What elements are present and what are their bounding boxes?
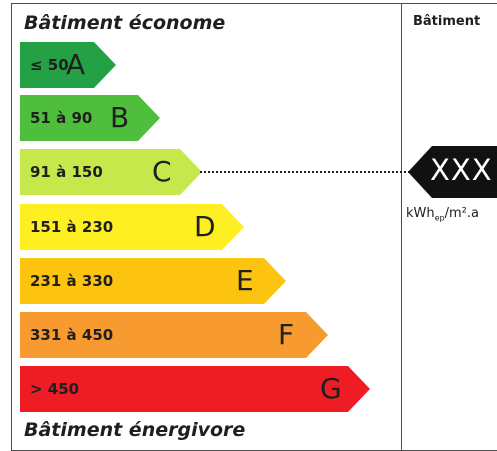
class-range: ≤ 50 [30, 56, 69, 74]
column-divider [401, 3, 402, 451]
class-letter: A [66, 48, 86, 81]
right-heading: Bâtiment [413, 14, 481, 29]
class-letter: F [278, 318, 295, 351]
class-letter: B [110, 101, 130, 134]
class-bar-shape [20, 366, 370, 412]
class-range: 331 à 450 [30, 326, 114, 344]
class-range: 51 à 90 [30, 109, 93, 127]
indicator-unit: kWhep/m².a [406, 206, 479, 223]
class-range: 91 à 150 [30, 163, 103, 181]
indicator-marker [408, 146, 497, 198]
indicator-dotted-line [200, 171, 410, 173]
class-bar-e: 231 à 330 E [20, 258, 286, 304]
class-bar-shape [20, 95, 160, 141]
class-letter: D [194, 210, 216, 243]
class-range: 151 à 230 [30, 218, 114, 236]
class-bar-a: ≤ 50 A [20, 42, 116, 88]
class-bar-c: 91 à 150 C [20, 149, 202, 195]
class-letter: E [236, 264, 254, 297]
class-bar-shape [20, 204, 244, 250]
class-range: 231 à 330 [30, 272, 114, 290]
class-letter: G [320, 372, 342, 405]
class-range: > 450 [30, 380, 80, 398]
class-bar-shape [20, 312, 328, 358]
unit-prefix: kWh [406, 206, 435, 221]
class-letter: C [152, 155, 172, 188]
unit-sub: ep [434, 213, 445, 223]
class-bar-d: 151 à 230 D [20, 204, 244, 250]
bottom-heading: Bâtiment énergivore [24, 419, 246, 441]
top-heading: Bâtiment économe [24, 12, 226, 34]
class-bar-shape [20, 258, 286, 304]
indicator-value: XXX [430, 153, 493, 187]
class-bar-f: 331 à 450 F [20, 312, 328, 358]
class-bar-shape [20, 149, 202, 195]
class-bar-b: 51 à 90 B [20, 95, 160, 141]
class-bar-g: > 450 G [20, 366, 370, 412]
class-bar-shape [20, 42, 116, 88]
unit-suffix: /m².a [444, 206, 479, 221]
